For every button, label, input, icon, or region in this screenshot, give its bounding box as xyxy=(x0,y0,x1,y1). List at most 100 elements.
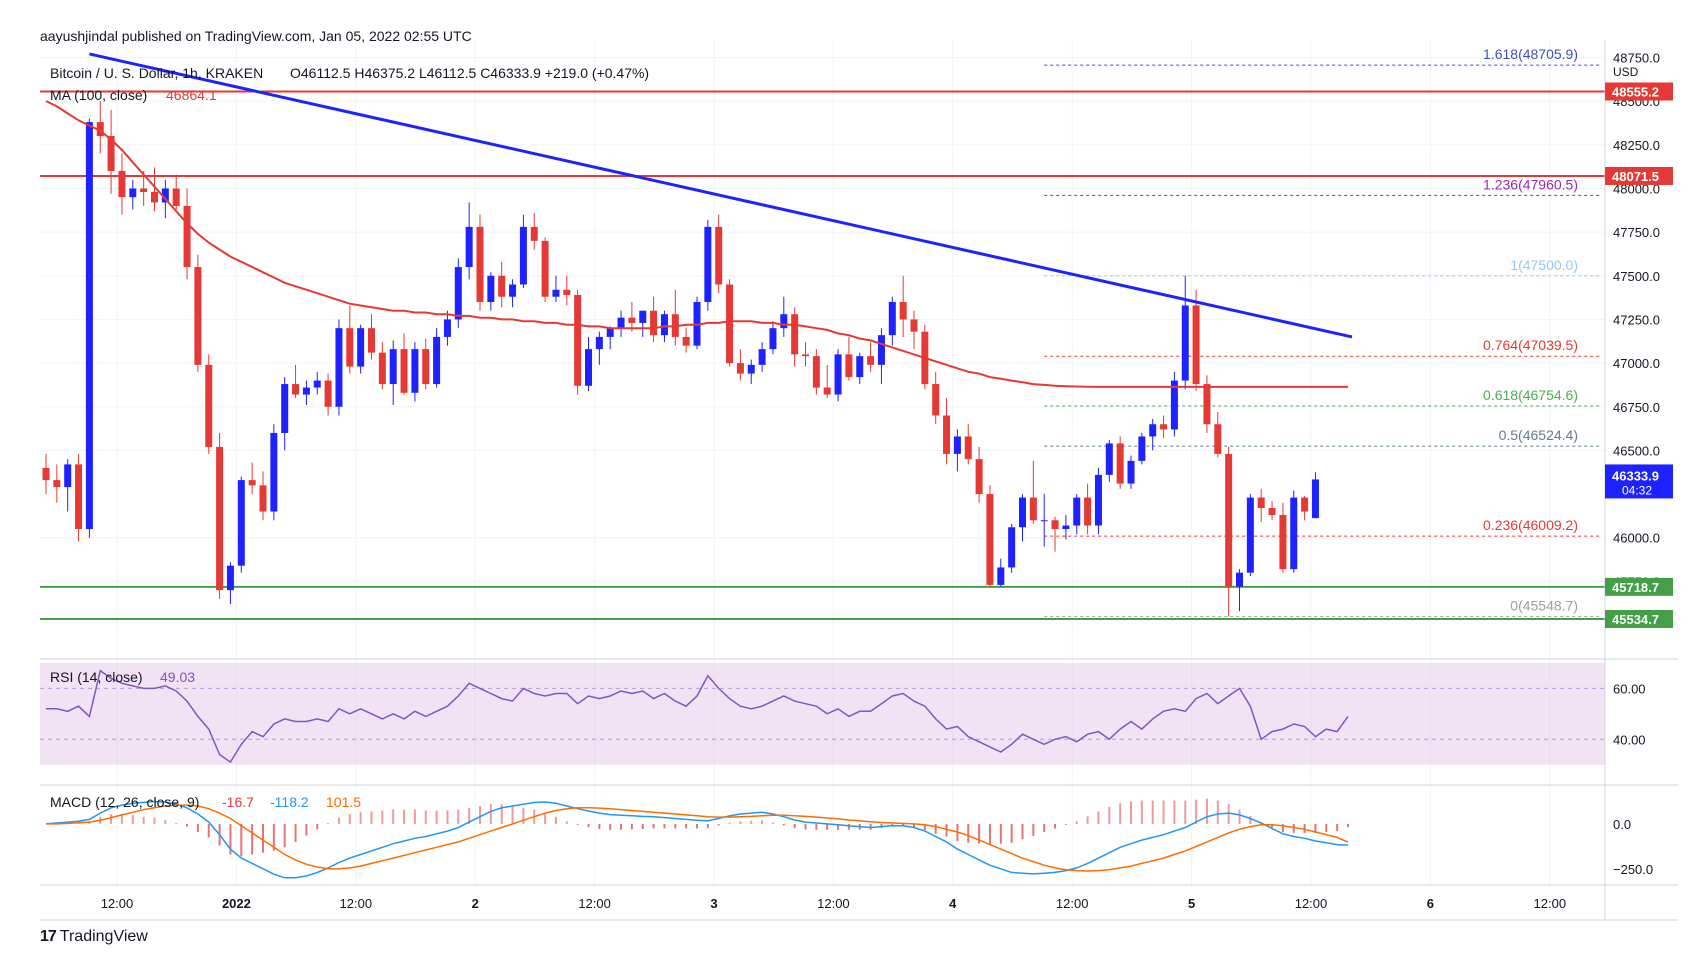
candle xyxy=(1051,516,1059,552)
price-tag-label: 45534.7 xyxy=(1612,612,1659,627)
candle xyxy=(454,258,462,329)
candle xyxy=(75,453,83,542)
macd-label: MACD (12, 26, close, 9) xyxy=(50,794,199,810)
candle-body xyxy=(194,267,202,365)
candle xyxy=(574,289,582,395)
candle xyxy=(606,326,614,350)
candle-body xyxy=(248,480,256,486)
candle xyxy=(867,342,875,372)
currency-label: USD xyxy=(1613,65,1639,79)
rsi-label: RSI (14, close) xyxy=(50,669,143,685)
main-pane[interactable]: 1.618(48705.9) 1.236(47960.5) 1(47500.0) 0.… xyxy=(40,46,1605,621)
candle-body xyxy=(747,364,755,374)
candle-body xyxy=(563,289,571,295)
candle xyxy=(216,432,224,599)
candle xyxy=(1127,455,1135,489)
candle xyxy=(802,342,809,367)
candle xyxy=(1149,418,1157,451)
candle-body xyxy=(606,328,614,337)
candle xyxy=(877,328,885,385)
candle xyxy=(1094,467,1102,535)
candle xyxy=(443,310,451,346)
candle-body xyxy=(932,384,940,416)
fib-level-label: 1.236(47960.5) xyxy=(1483,176,1578,192)
candle-body xyxy=(335,328,343,407)
candle-body xyxy=(975,459,983,495)
candle xyxy=(617,310,625,337)
candle-body xyxy=(552,289,560,297)
candle xyxy=(487,272,495,311)
candle xyxy=(639,310,647,337)
rsi-band xyxy=(40,663,1605,765)
candle xyxy=(834,349,842,402)
candle-body xyxy=(856,356,864,378)
author-line: aayushjindal published on TradingView.co… xyxy=(40,28,472,44)
candle-body xyxy=(704,226,712,302)
candle xyxy=(758,342,766,372)
candle-body xyxy=(1094,474,1102,526)
candle xyxy=(194,254,202,372)
candle xyxy=(346,305,354,374)
candle-body xyxy=(216,446,224,591)
fib-level-label: 0.5(46524.4) xyxy=(1499,427,1578,443)
candle-body xyxy=(85,122,93,530)
candle-body xyxy=(487,275,495,302)
candle xyxy=(585,336,592,392)
time-tick-label: 12:00 xyxy=(1056,896,1089,911)
main-grid xyxy=(40,40,1605,885)
tradingview-brand[interactable]: 17 TradingView xyxy=(40,928,148,946)
fib-level-label: 0(45548.7) xyxy=(1510,598,1578,614)
macd-pane[interactable] xyxy=(45,798,1349,879)
time-tick-label: 6 xyxy=(1427,896,1434,911)
candle-body xyxy=(845,354,853,378)
price-tick-label: 47500.0 xyxy=(1613,269,1660,284)
candle xyxy=(313,371,321,395)
candle-body xyxy=(997,567,1005,585)
brand-name: TradingView xyxy=(59,928,148,945)
candle-body xyxy=(313,380,321,388)
candle-body xyxy=(867,356,875,365)
candle xyxy=(476,214,484,311)
candle xyxy=(96,101,104,154)
candle xyxy=(183,188,191,280)
candle xyxy=(628,301,636,332)
candle-body xyxy=(368,328,375,353)
time-tick-label: 5 xyxy=(1188,896,1195,911)
candle xyxy=(248,462,256,495)
candle xyxy=(1029,460,1037,524)
price-tag xyxy=(1605,610,1673,629)
candle xyxy=(1301,495,1309,521)
candle-body xyxy=(1051,520,1059,530)
candle xyxy=(888,296,896,346)
candle xyxy=(422,338,430,390)
candle xyxy=(1019,494,1026,542)
macd-signal-line xyxy=(46,804,1349,872)
price-tag xyxy=(1605,82,1673,101)
candle xyxy=(704,219,712,311)
candle xyxy=(671,289,679,346)
candle xyxy=(986,485,994,587)
price-tick-label: 48750.0 xyxy=(1613,50,1660,65)
rsi-pane[interactable] xyxy=(40,663,1605,765)
macd-value: -118.2 xyxy=(270,794,309,810)
candle xyxy=(335,319,343,416)
candle-body xyxy=(498,275,506,297)
candle xyxy=(1290,490,1298,573)
candle-body xyxy=(378,352,386,385)
candle-body xyxy=(1290,497,1298,570)
candle-body xyxy=(1116,443,1124,484)
candle-body xyxy=(823,387,831,395)
candle xyxy=(964,424,972,465)
candle xyxy=(1203,375,1211,433)
candle-body xyxy=(682,336,690,346)
candle xyxy=(1181,275,1189,390)
time-tick-label: 12:00 xyxy=(340,896,373,911)
rsi-line xyxy=(46,669,1349,764)
candle xyxy=(378,342,386,390)
candle xyxy=(509,279,517,308)
candle-body xyxy=(1105,443,1113,475)
candle-body xyxy=(812,356,820,388)
time-tick-label: 12:00 xyxy=(578,896,611,911)
